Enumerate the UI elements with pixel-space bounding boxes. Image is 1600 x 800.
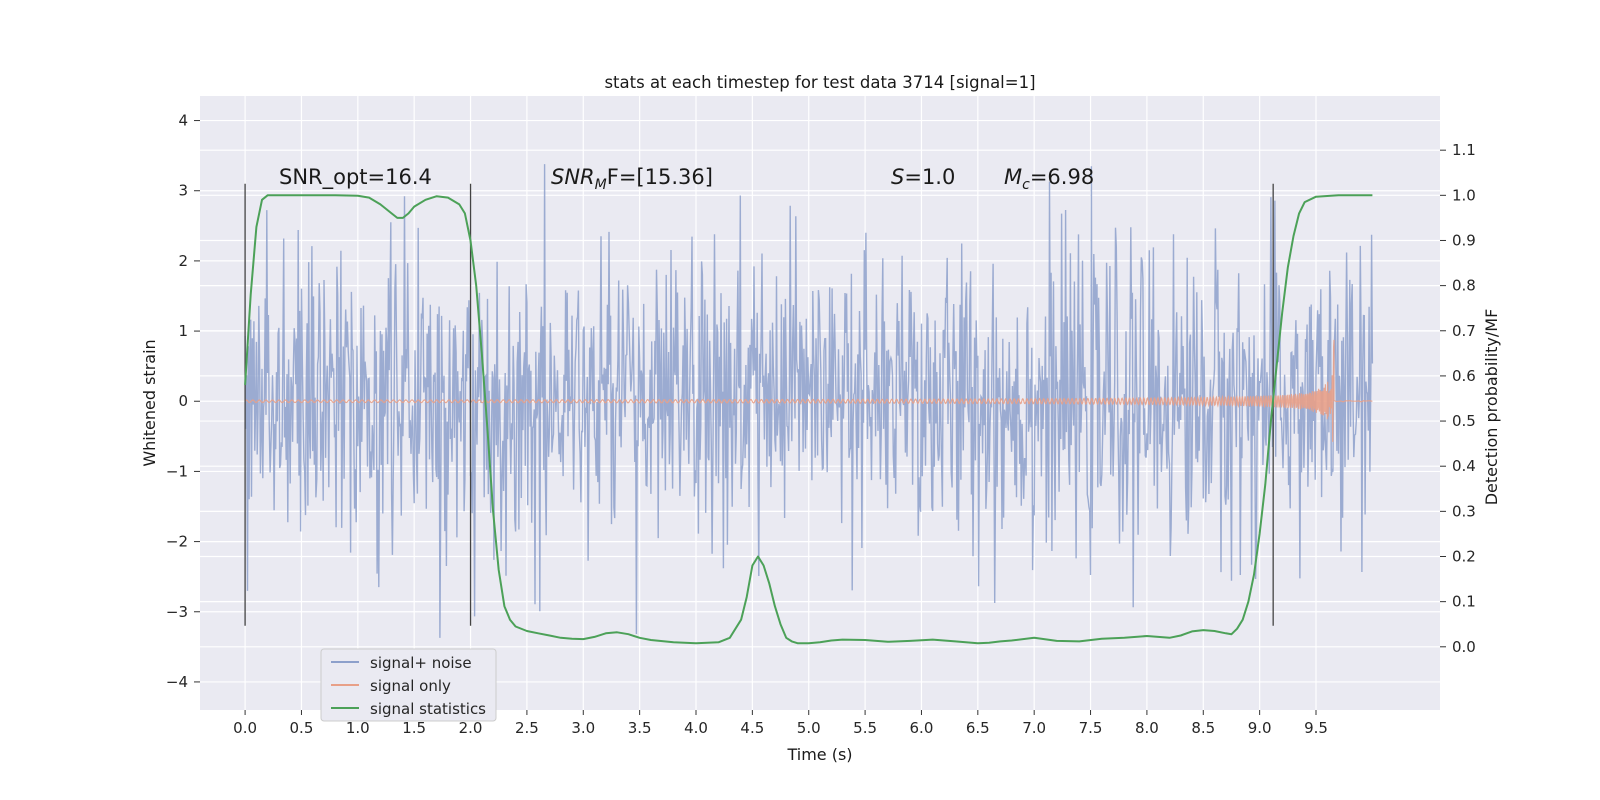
annotation-snr-opt: SNR_opt=16.4 [279, 165, 432, 190]
snr-mf-subscript: M [595, 177, 607, 193]
y-axis-title: Whitened strain [140, 339, 159, 466]
x-axis-title: Time (s) [786, 745, 852, 764]
signal-statistics-line [244, 194, 1373, 645]
x-tick-label: 2.0 [459, 719, 483, 737]
x-tick-label: 3.5 [628, 719, 652, 737]
y2-tick-label: 0.8 [1452, 277, 1476, 295]
y2-tick-label: 1.0 [1452, 186, 1476, 204]
x-tick-label: 4.5 [740, 719, 764, 737]
y-tick-label: 4 [178, 112, 188, 130]
x-tick-label: 3.0 [571, 719, 595, 737]
snr-mf-value: F=[15.36] [607, 165, 713, 189]
y2-tick-label: 0.0 [1452, 638, 1476, 656]
mc-base: M [1004, 165, 1022, 189]
x-tick-label: 4.0 [684, 719, 708, 737]
x-tick-label: 0.5 [290, 719, 314, 737]
y2-tick-label: 1.1 [1452, 141, 1476, 159]
x-tick-label: 8.0 [1135, 719, 1159, 737]
y2-axis-title: Detection probability/MF [1482, 309, 1501, 506]
mc-value: =6.98 [1030, 165, 1094, 189]
signal-statistics-series [244, 194, 1373, 645]
x-tick-label: 0.0 [233, 719, 257, 737]
y2-tick-label: 0.2 [1452, 548, 1476, 566]
x-tick-label: 9.0 [1248, 719, 1272, 737]
y-tick-label: 0 [178, 392, 188, 410]
y-tick-labels: 4 3 2 1 0 −1 −2 −3 −4 [166, 112, 200, 691]
x-tick-label: 6.5 [966, 719, 990, 737]
annotation-mc: Mc=6.98 [1004, 165, 1094, 193]
y-tick-label: −2 [166, 533, 188, 551]
mc-subscript: c [1022, 177, 1030, 193]
y2-tick-label: 0.7 [1452, 322, 1476, 340]
signal-only-series [244, 339, 1373, 442]
x-tick-label: 8.5 [1191, 719, 1215, 737]
y-tick-label: −3 [166, 603, 188, 621]
legend-label-signal-only: signal only [370, 677, 451, 695]
x-tick-label: 9.5 [1304, 719, 1328, 737]
y2-tick-label: 0.6 [1452, 367, 1476, 385]
legend-box [320, 648, 497, 722]
y-tick-label: −1 [166, 462, 188, 480]
legend-label-signal-statistics: signal statistics [370, 700, 486, 718]
y-tick-label: 3 [178, 182, 188, 200]
y2-tick-labels: 1.1 1.0 0.9 0.8 0.7 0.6 0.5 0.4 0.3 0.2 0.1 0.0 [1440, 141, 1476, 656]
s-base: S [891, 165, 904, 189]
x-tick-label: 1.5 [402, 719, 426, 737]
y2-tick-label: 0.1 [1452, 593, 1476, 611]
x-tick-label: 6.0 [910, 719, 934, 737]
y2-tick-label: 0.3 [1452, 502, 1476, 520]
x-tick-label: 7.0 [1022, 719, 1046, 737]
x-tick-label: 5.5 [853, 719, 877, 737]
legend: signal+ noise signal only signal statist… [320, 648, 497, 722]
signal-plus-noise-series [244, 164, 1374, 638]
annotation-s: S=1.0 [891, 165, 955, 189]
x-tick-label: 2.5 [515, 719, 539, 737]
signal-only-line [244, 339, 1373, 442]
y-tick-label: 2 [178, 252, 188, 270]
y-tick-label: 1 [178, 322, 188, 340]
s-value: =1.0 [904, 165, 955, 189]
x-tick-label: 1.0 [346, 719, 370, 737]
y2-tick-label: 0.4 [1452, 457, 1476, 475]
x-tick-label: 7.5 [1079, 719, 1103, 737]
annotation-snr-mf: SNRMF=[15.36] [551, 165, 713, 193]
y2-tick-label: 0.9 [1452, 231, 1476, 249]
snr-mf-base: SNR [551, 165, 595, 189]
signal-plus-noise-line [244, 164, 1374, 638]
x-tick-label: 5.0 [797, 719, 821, 737]
chart-title: stats at each timestep for test data 371… [604, 73, 1035, 92]
legend-label-signal-plus-noise: signal+ noise [370, 654, 472, 672]
x-tick-labels: 0.0 0.5 1.0 1.5 2.0 2.5 3.0 3.5 4.0 4.5 5.0 5.5 6.0 6… [233, 710, 1328, 737]
y-tick-label: −4 [166, 673, 188, 691]
y2-tick-label: 0.5 [1452, 412, 1476, 430]
